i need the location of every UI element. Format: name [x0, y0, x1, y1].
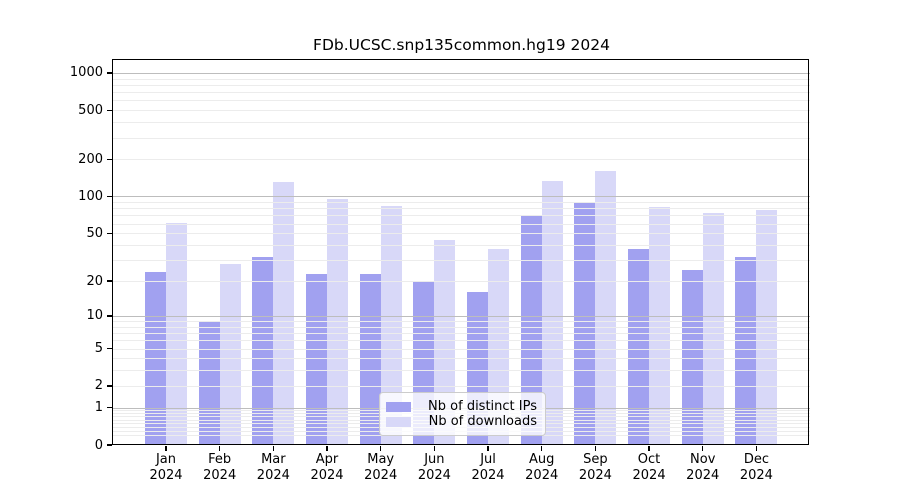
- x-tick-label: Jul 2024: [471, 452, 505, 483]
- gridline-major: [113, 72, 810, 74]
- legend-swatch-downloads: [386, 416, 411, 427]
- y-tick-mark: [107, 72, 112, 74]
- chart-title: FDb.UCSC.snp135common.hg19 2024: [313, 36, 610, 54]
- bar-distinct-ips-dec: [735, 256, 757, 445]
- gridline-minor: [113, 370, 810, 372]
- bar-distinct-ips-mar: [252, 256, 274, 445]
- y-tick-label: 0: [94, 437, 103, 453]
- x-tick-mark: [326, 446, 328, 451]
- gridline-minor: [113, 202, 810, 204]
- y-tick-mark: [107, 406, 112, 409]
- y-tick-label: 20: [86, 273, 103, 289]
- x-tick-label: Jun 2024: [417, 452, 451, 483]
- gridline-minor: [113, 100, 810, 102]
- x-tick-label: Jan 2024: [149, 452, 183, 483]
- bar-downloads-oct: [649, 207, 671, 445]
- x-tick-mark: [165, 446, 167, 451]
- y-tick-mark: [107, 280, 112, 282]
- y-tick-mark: [107, 315, 112, 317]
- y-tick-label: 200: [78, 151, 103, 167]
- gridline-minor: [113, 321, 810, 322]
- y-tick-mark: [107, 444, 112, 446]
- legend-swatch-distinct-ips: [386, 401, 411, 412]
- x-tick-mark: [541, 446, 543, 451]
- bar-downloads-mar: [273, 182, 295, 445]
- x-tick-mark: [702, 446, 704, 451]
- x-tick-label: Mar 2024: [256, 452, 290, 483]
- gridline-minor: [113, 122, 810, 124]
- y-tick-mark: [107, 109, 112, 111]
- legend-label-downloads: Nb of downloads: [428, 414, 537, 429]
- x-tick-label: Oct 2024: [632, 452, 666, 483]
- gridline-minor: [113, 78, 810, 80]
- x-tick-mark: [272, 446, 275, 451]
- x-tick-mark: [648, 446, 650, 451]
- gridline-major: [113, 196, 810, 198]
- y-tick-label: 5: [94, 341, 103, 356]
- x-tick-label: Dec 2024: [739, 452, 773, 483]
- gridline-minor: [113, 233, 810, 235]
- x-tick-label: Apr 2024: [310, 452, 344, 483]
- gridline-minor: [113, 385, 810, 387]
- y-tick-mark: [107, 158, 112, 161]
- y-tick-label: 1000: [69, 65, 103, 81]
- gridline-minor: [113, 215, 810, 217]
- bar-downloads-aug: [541, 180, 563, 445]
- y-tick-mark: [107, 195, 112, 198]
- x-tick-mark: [594, 446, 597, 451]
- gridline-minor: [113, 358, 810, 360]
- gridline-minor: [113, 281, 810, 283]
- x-tick-mark: [433, 446, 436, 451]
- y-tick-label: 2: [94, 378, 103, 394]
- y-tick-mark: [107, 347, 112, 350]
- bar-distinct-ips-sep: [574, 203, 596, 445]
- y-tick-mark: [107, 232, 112, 234]
- x-tick-mark: [379, 446, 382, 451]
- gridline-minor: [113, 208, 810, 210]
- gridline-minor: [113, 348, 810, 350]
- x-tick-mark: [218, 446, 221, 451]
- gridline-minor: [113, 260, 810, 262]
- bar-distinct-ips-aug: [520, 215, 542, 445]
- bar-downloads-nov: [702, 213, 724, 445]
- bar-distinct-ips-nov: [681, 269, 703, 445]
- y-tick-label: 1: [94, 400, 103, 416]
- y-tick-label: 10: [86, 308, 103, 324]
- y-tick-label: 50: [86, 225, 103, 241]
- gridline-minor: [113, 326, 810, 328]
- x-tick-label: Sep 2024: [578, 452, 612, 483]
- x-tick-label: Feb 2024: [203, 452, 237, 483]
- legend: Nb of distinct IPs Nb of downloads: [379, 392, 546, 436]
- y-tick-mark: [107, 385, 112, 387]
- gridline-minor: [113, 84, 810, 86]
- gridline-minor: [113, 92, 810, 94]
- gridline-minor: [113, 110, 810, 112]
- gridline-minor: [113, 159, 810, 161]
- x-tick-mark: [487, 446, 489, 451]
- bar-downloads-sep: [595, 171, 617, 445]
- x-tick-label: Aug 2024: [525, 452, 559, 483]
- x-tick-label: Nov 2024: [686, 452, 720, 483]
- gridline-minor: [113, 223, 810, 225]
- y-tick-label: 100: [78, 188, 103, 204]
- bar-distinct-ips-oct: [628, 249, 650, 445]
- gridline-minor: [113, 340, 810, 342]
- gridline-minor: [113, 245, 810, 246]
- bar-downloads-may: [380, 205, 402, 445]
- x-tick-label: May 2024: [364, 452, 398, 483]
- gridline-minor: [113, 333, 810, 335]
- legend-label-distinct-ips: Nb of distinct IPs: [428, 399, 537, 414]
- gridline-major: [113, 315, 810, 317]
- legend-row-downloads: Nb of downloads: [386, 414, 537, 429]
- y-tick-label: 500: [78, 102, 103, 118]
- gridline-minor: [113, 137, 810, 139]
- legend-row-distinct-ips: Nb of distinct IPs: [386, 399, 537, 414]
- x-tick-mark: [755, 446, 758, 451]
- bar-downloads-feb: [219, 263, 241, 445]
